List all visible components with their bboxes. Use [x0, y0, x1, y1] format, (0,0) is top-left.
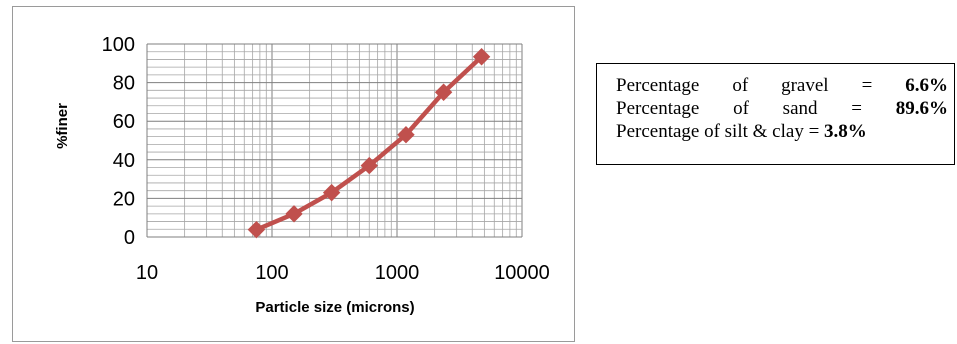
x-tick-label: 1000	[375, 262, 420, 284]
y-tick-label: 80	[113, 73, 135, 95]
data-point-marker	[397, 126, 415, 144]
y-tick-label: 20	[113, 188, 135, 210]
y-tick-label: 40	[113, 150, 135, 172]
gravel-value: 6.6%	[905, 75, 948, 96]
x-tick-label: 10000	[494, 262, 550, 284]
chart-frame: 0 20 40 60 80 100 10 100 1000 10000 Particle size…	[12, 6, 575, 342]
x-tick-label: 100	[255, 262, 288, 284]
data-series	[247, 48, 491, 239]
sand-line: Percentage of sand = 89.6%	[616, 97, 948, 120]
sand-value: 89.6%	[895, 98, 948, 119]
x-axis-title: Particle size (microns)	[255, 299, 414, 316]
y-tick-label: 100	[102, 34, 135, 56]
silt-clay-line: Percentage of silt & clay = 3.8%	[616, 120, 948, 143]
y-axis-title: %finer	[54, 103, 71, 149]
gravel-line: Percentage of gravel = 6.6%	[616, 74, 948, 97]
gravel-word-4: =	[861, 75, 873, 96]
data-point-marker	[360, 156, 378, 175]
gravel-word-1: Percentage	[616, 75, 700, 96]
axes	[146, 44, 522, 238]
particle-size-chart: 0 20 40 60 80 100 10 100 1000 10000 Particle size…	[54, 34, 550, 316]
silt-clay-label: Percentage of silt & clay =	[616, 121, 825, 142]
sand-word-1: Percentage	[616, 98, 700, 119]
summary-box: Percentage of gravel = 6.6% Percentage o…	[596, 63, 955, 165]
data-point-marker	[247, 220, 266, 239]
gravel-word-3: gravel	[781, 75, 829, 96]
data-point-marker	[322, 183, 341, 202]
y-tick-label: 0	[124, 227, 135, 249]
gravel-word-2: of	[732, 75, 749, 96]
y-tick-label: 60	[113, 111, 135, 133]
data-point-marker	[472, 48, 491, 66]
silt-clay-value: 3.8%	[824, 121, 867, 142]
sand-word-3: sand	[782, 98, 818, 119]
data-point-marker	[285, 205, 303, 223]
x-tick-label: 10	[136, 262, 158, 284]
data-point-marker	[434, 83, 453, 101]
tick-labels: 0 20 40 60 80 100 10 100 1000 10000	[102, 34, 550, 284]
sand-word-2: of	[733, 98, 749, 119]
sand-word-4: =	[851, 98, 862, 119]
